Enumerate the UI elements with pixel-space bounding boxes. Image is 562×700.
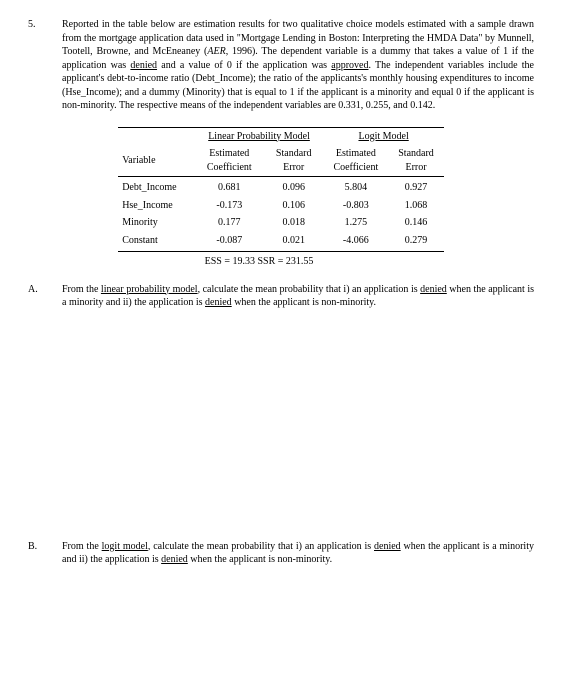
pb-t2: , calculate the mean probability that i)… xyxy=(148,541,374,552)
part-a-block: A. From the linear probability model, ca… xyxy=(28,283,534,310)
part-b-label: B. xyxy=(28,540,46,567)
table-row: Hse_Income -0.173 0.106 -0.803 1.068 xyxy=(118,197,444,215)
pb-u2: denied xyxy=(374,541,401,552)
pb-u1: logit model xyxy=(102,541,148,552)
table-header-row: Variable EstimatedCoefficient StandardEr… xyxy=(118,145,444,177)
cell-s1: 0.106 xyxy=(264,197,323,215)
pa-t2: , calculate the mean probability that i)… xyxy=(198,284,421,295)
intro-ital: AER xyxy=(207,46,225,57)
cell-s1: 0.018 xyxy=(264,214,323,232)
table-row: Constant -0.087 0.021 -4.066 0.279 xyxy=(118,232,444,252)
col-se-2: StandardError xyxy=(388,145,444,177)
part-a-label: A. xyxy=(28,283,46,310)
table-ess-row: ESS = 19.33 SSR = 231.55 xyxy=(118,252,444,271)
cell-var: Minority xyxy=(118,214,194,232)
pa-t1: From the xyxy=(62,284,101,295)
group-logit: Logit Model xyxy=(358,131,408,142)
col-est-1: EstimatedCoefficient xyxy=(195,145,264,177)
cell-s1: 0.096 xyxy=(264,177,323,197)
col-se-1: StandardError xyxy=(264,145,323,177)
pb-u3: denied xyxy=(161,554,188,565)
results-table: Linear Probability Model Logit Model Var… xyxy=(118,127,444,271)
col-variable: Variable xyxy=(118,145,194,177)
pa-t4: when the applicant is non-minority. xyxy=(232,297,376,308)
table-group-row: Linear Probability Model Logit Model xyxy=(118,127,444,145)
cell-c1: 0.177 xyxy=(195,214,264,232)
pa-u2: denied xyxy=(420,284,447,295)
pa-u1: linear probability model xyxy=(101,284,198,295)
intro-denied: denied xyxy=(130,60,157,71)
question-text: Reported in the table below are estimati… xyxy=(62,18,534,113)
pb-t4: when the applicant is non-minority. xyxy=(188,554,332,565)
question-block: 5. Reported in the table below are estim… xyxy=(28,18,534,113)
cell-s1: 0.021 xyxy=(264,232,323,252)
cell-var: Hse_Income xyxy=(118,197,194,215)
cell-s2: 1.068 xyxy=(388,197,444,215)
pa-u3: denied xyxy=(205,297,232,308)
table-row: Minority 0.177 0.018 1.275 0.146 xyxy=(118,214,444,232)
intro-c: and a value of 0 if the application was xyxy=(157,60,331,71)
cell-c2: 1.275 xyxy=(323,214,388,232)
cell-c1: -0.087 xyxy=(195,232,264,252)
cell-var: Debt_Income xyxy=(118,177,194,197)
part-b-block: B. From the logit model, calculate the m… xyxy=(28,540,534,567)
pb-t1: From the xyxy=(62,541,102,552)
cell-s2: 0.927 xyxy=(388,177,444,197)
group-lpm: Linear Probability Model xyxy=(208,131,310,142)
cell-s2: 0.146 xyxy=(388,214,444,232)
cell-c2: 5.804 xyxy=(323,177,388,197)
intro-approved: approved xyxy=(331,60,368,71)
part-b-text: From the logit model, calculate the mean… xyxy=(62,540,534,567)
table-row: Debt_Income 0.681 0.096 5.804 0.927 xyxy=(118,177,444,197)
cell-c2: -0.803 xyxy=(323,197,388,215)
cell-c2: -4.066 xyxy=(323,232,388,252)
cell-c1: -0.173 xyxy=(195,197,264,215)
cell-c1: 0.681 xyxy=(195,177,264,197)
cell-var: Constant xyxy=(118,232,194,252)
col-est-2: EstimatedCoefficient xyxy=(323,145,388,177)
ess-ssr: ESS = 19.33 SSR = 231.55 xyxy=(195,252,324,271)
question-number: 5. xyxy=(28,18,46,113)
part-a-text: From the linear probability model, calcu… xyxy=(62,283,534,310)
cell-s2: 0.279 xyxy=(388,232,444,252)
